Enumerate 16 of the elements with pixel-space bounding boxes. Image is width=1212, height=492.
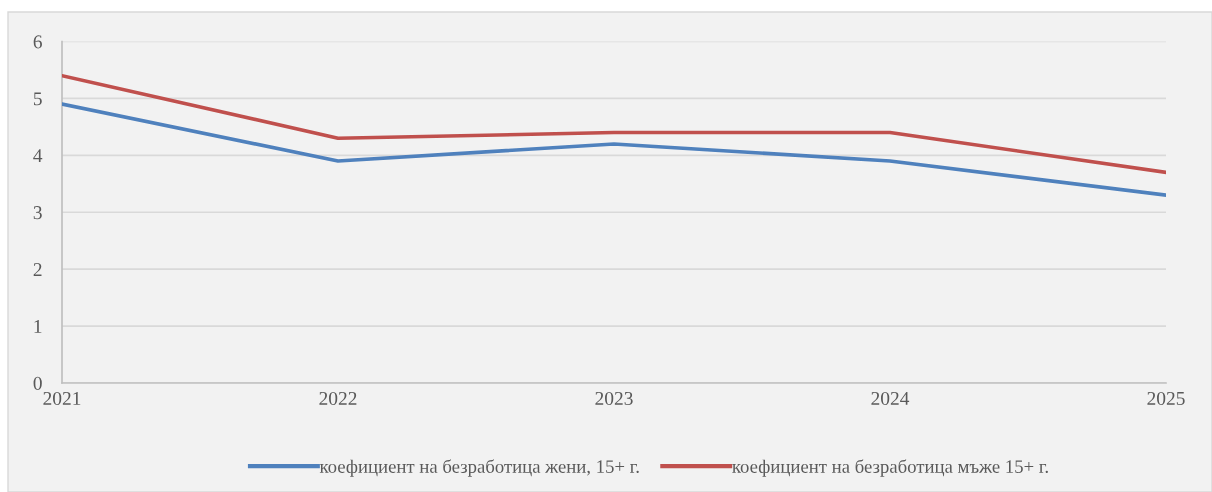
y-tick-label: 2 <box>33 263 42 276</box>
x-tick-label: 2023 <box>595 391 633 406</box>
y-tick-label: 6 <box>33 35 42 49</box>
legend-label: коефициент на безработица мъже 15+ г. <box>732 459 1048 477</box>
x-tick-label: 2021 <box>43 391 81 406</box>
x-tick-label: 2025 <box>1147 391 1185 406</box>
y-tick-label: 1 <box>34 319 42 333</box>
y-tick-label: 0 <box>33 376 42 390</box>
line-series <box>62 102 1166 197</box>
x-tick-label: 2022 <box>319 391 357 406</box>
y-tick-label: 3 <box>33 206 42 220</box>
x-tick-label: 2024 <box>871 391 910 406</box>
y-tick-label: 4 <box>33 149 43 163</box>
legend-label: коефициент на безработица жени, 15+ г. <box>319 459 639 477</box>
y-tick-label: 5 <box>33 92 42 106</box>
line-series <box>62 73 1166 175</box>
